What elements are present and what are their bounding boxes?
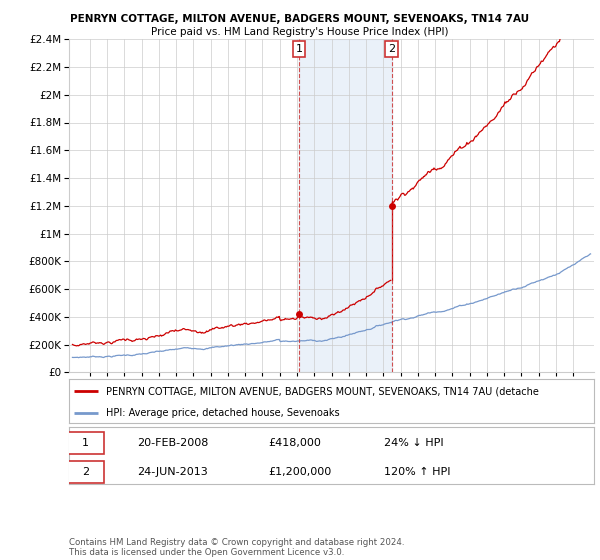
Text: Price paid vs. HM Land Registry's House Price Index (HPI): Price paid vs. HM Land Registry's House …	[151, 27, 449, 37]
FancyBboxPatch shape	[68, 461, 104, 483]
Text: 1: 1	[296, 44, 303, 54]
Text: 120% ↑ HPI: 120% ↑ HPI	[384, 466, 451, 477]
Text: £418,000: £418,000	[269, 438, 322, 448]
Text: 1: 1	[82, 438, 89, 448]
Text: 24-JUN-2013: 24-JUN-2013	[137, 466, 208, 477]
Text: Contains HM Land Registry data © Crown copyright and database right 2024.
This d: Contains HM Land Registry data © Crown c…	[69, 538, 404, 557]
FancyBboxPatch shape	[68, 432, 104, 454]
Text: 2: 2	[388, 44, 395, 54]
Text: HPI: Average price, detached house, Sevenoaks: HPI: Average price, detached house, Seve…	[106, 408, 340, 418]
Text: 20-FEB-2008: 20-FEB-2008	[137, 438, 209, 448]
Bar	[299, 39, 392, 372]
Text: PENRYN COTTAGE, MILTON AVENUE, BADGERS MOUNT, SEVENOAKS, TN14 7AU: PENRYN COTTAGE, MILTON AVENUE, BADGERS M…	[70, 14, 530, 24]
Text: £1,200,000: £1,200,000	[269, 466, 332, 477]
Text: 24% ↓ HPI: 24% ↓ HPI	[384, 438, 443, 448]
Text: 2: 2	[82, 466, 89, 477]
Text: PENRYN COTTAGE, MILTON AVENUE, BADGERS MOUNT, SEVENOAKS, TN14 7AU (detache: PENRYN COTTAGE, MILTON AVENUE, BADGERS M…	[106, 386, 539, 396]
